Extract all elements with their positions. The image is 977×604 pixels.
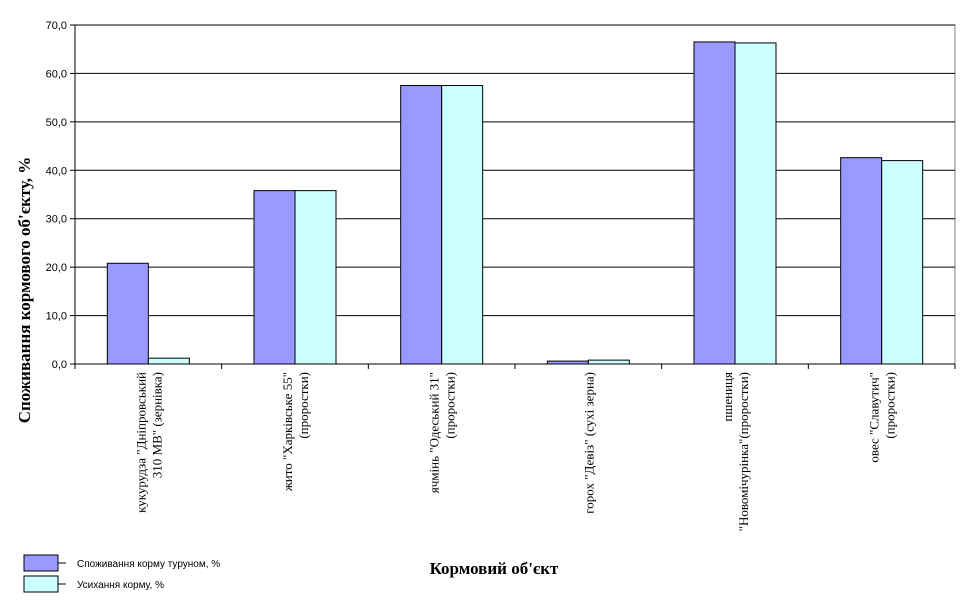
x-tick-label-line: жито "Харківське 55" bbox=[280, 372, 295, 492]
x-tick-label-line: кукурудза "Дніпровський bbox=[133, 372, 148, 513]
y-tick-label: 70,0 bbox=[46, 20, 67, 32]
legend-swatch-drying bbox=[23, 575, 59, 593]
bar-drying bbox=[294, 190, 337, 365]
y-tick-label: 60,0 bbox=[46, 68, 67, 80]
x-tick-label-line: горох "Девіз" (сухі зерна) bbox=[581, 372, 596, 514]
y-tick-label: 10,0 bbox=[46, 311, 67, 323]
y-tick-label: 50,0 bbox=[46, 117, 67, 129]
bar-consumption bbox=[693, 41, 736, 365]
x-tick-label-line: ячмінь "Одеський 31" bbox=[427, 372, 442, 493]
bar-consumption bbox=[840, 157, 883, 365]
legend: Споживання корму туруном, % Усихання кор… bbox=[23, 554, 220, 593]
x-tick-label: пшениця "Новомічурінка"(проростки) bbox=[720, 372, 751, 531]
x-tick-label-line: овес "Славутич" bbox=[867, 372, 882, 463]
bar-drying bbox=[441, 85, 484, 365]
plot-area bbox=[74, 24, 956, 365]
bar-consumption bbox=[106, 262, 149, 365]
bar-consumption bbox=[253, 190, 296, 365]
x-tick-label: жито "Харківське 55" (проростки) bbox=[280, 372, 311, 492]
y-axis-title: Споживання кормового об'єкту, % bbox=[15, 157, 34, 424]
bar-drying bbox=[881, 160, 924, 365]
gridlines bbox=[74, 24, 956, 365]
legend-swatch-consumption bbox=[23, 554, 59, 572]
y-tick-label: 30,0 bbox=[46, 214, 67, 226]
bar-drying bbox=[147, 357, 190, 365]
y-tick-label: 40,0 bbox=[46, 165, 67, 177]
y-tick-label: 0,0 bbox=[52, 359, 67, 371]
bar-consumption bbox=[400, 85, 443, 365]
x-axis-title: Кормовий об'єкт bbox=[430, 559, 559, 578]
legend-label-consumption: Споживання корму туруном, % bbox=[77, 559, 220, 570]
x-tick-label: кукурудза "Дніпровський 310 МВ" (зернівка… bbox=[133, 372, 164, 513]
x-tick-label-line: (проростки) bbox=[296, 372, 311, 439]
bar-drying bbox=[587, 359, 630, 365]
legend-label-drying: Усихання корму, % bbox=[77, 580, 164, 591]
x-tick-label: горох "Девіз" (сухі зерна) bbox=[581, 372, 596, 514]
x-tick-label-line: "Новомічурінка"(проростки) bbox=[736, 372, 751, 531]
x-tick-label-line: 310 МВ" (зернівка) bbox=[149, 372, 164, 478]
y-tick-labels: 0,0 10,0 20,0 30,0 40,0 50,0 60,0 70,0 bbox=[46, 20, 67, 371]
x-tick-label: ячмінь "Одеський 31" (проростки) bbox=[427, 372, 458, 493]
x-tick-label-line: (проростки) bbox=[443, 372, 458, 439]
x-tick-labels: кукурудза "Дніпровський 310 МВ" (зернівка… bbox=[133, 372, 897, 531]
x-tick-label-line: пшениця bbox=[720, 372, 735, 422]
x-tick-label: овес "Славутич" (проростки) bbox=[867, 372, 898, 463]
bar-drying bbox=[734, 42, 777, 365]
y-tick-label: 20,0 bbox=[46, 262, 67, 274]
axes bbox=[70, 24, 956, 369]
x-tick-label-line: (проростки) bbox=[883, 372, 898, 439]
